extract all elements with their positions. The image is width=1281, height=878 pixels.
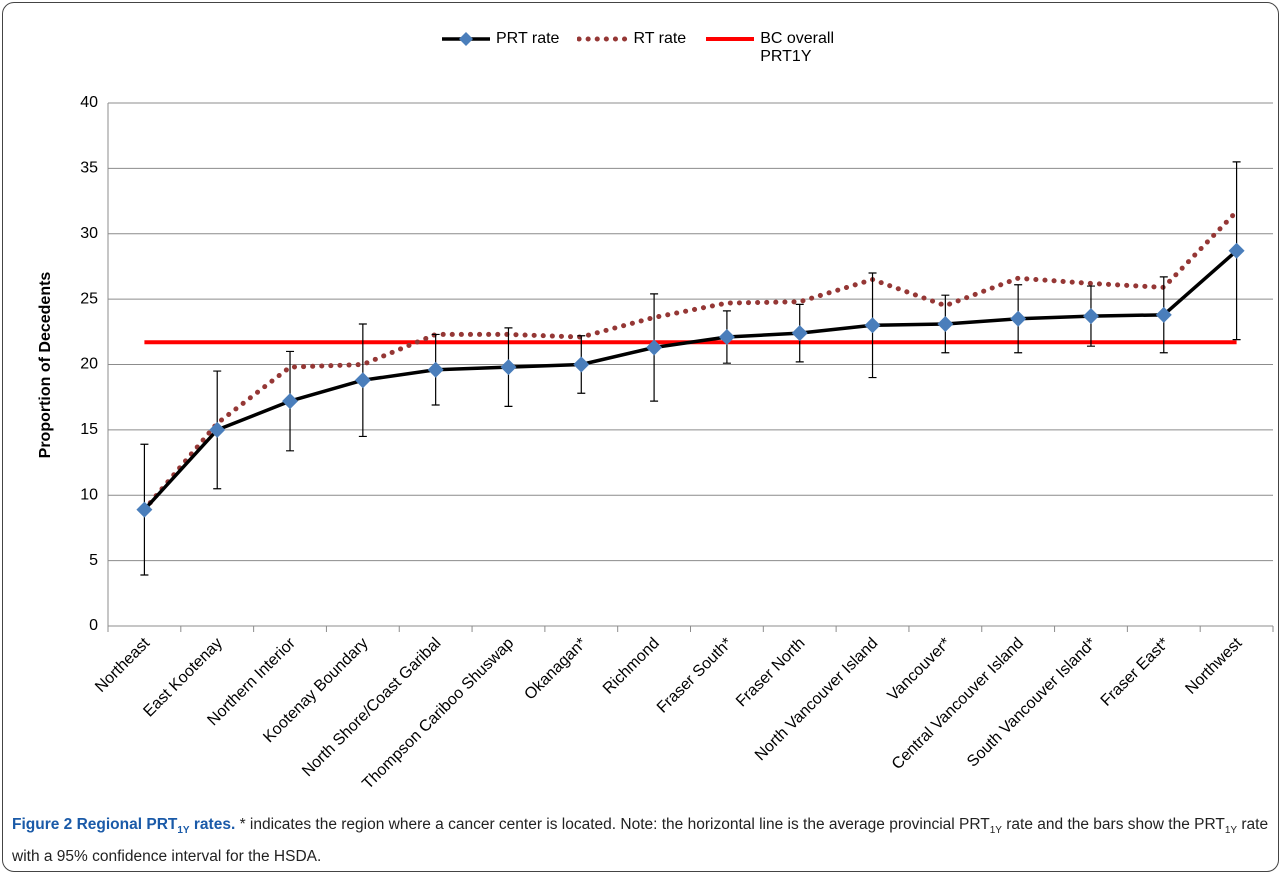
x-tick-label: Richmond	[600, 635, 663, 698]
legend-swatch	[577, 36, 630, 42]
y-tick-label: 40	[80, 94, 98, 111]
caption-text: * indicates the region where a cancer ce…	[235, 816, 990, 833]
marker	[354, 372, 371, 389]
x-tick-label: Vancouver*	[885, 635, 955, 705]
legend-swatch	[706, 37, 755, 41]
marker	[427, 361, 444, 378]
legend-item: BC overall PRT1Y	[704, 30, 850, 66]
marker	[282, 393, 299, 410]
marker	[646, 339, 663, 356]
caption-title: Figure 2 Regional PRT	[12, 816, 178, 833]
marker	[1010, 310, 1027, 327]
series-line	[141, 209, 1240, 513]
legend-swatch	[442, 32, 490, 46]
chart: Proportion of Decedents 0 5 10 15 20 25 30 35 40…	[37, 94, 1274, 793]
marker	[937, 315, 954, 332]
y-tick-label: 20	[80, 356, 98, 373]
legend-label: RT rate	[633, 30, 687, 47]
legend-label: BC overall PRT1Y	[760, 30, 835, 65]
x-tick-label: Northwest	[1182, 634, 1245, 697]
x-tick-label: Central Vancouver Island	[889, 635, 1027, 773]
caption-text: rate and the bars show the PRT	[1001, 816, 1225, 833]
y-axis-label: Proportion of Decedents	[37, 272, 54, 459]
y-tick-label: 10	[80, 486, 98, 503]
marker	[1082, 308, 1099, 325]
caption-text: rate with a 95% confidence interval for …	[12, 816, 1269, 866]
x-tick-label: Fraser East*	[1098, 635, 1173, 710]
marker	[718, 329, 735, 346]
legend-item: PRT rate	[440, 30, 559, 48]
marker	[573, 356, 590, 373]
y-tick-label: 0	[89, 617, 98, 634]
y-tick-label: 15	[80, 421, 98, 438]
legend: PRT rate RT rate BC overall PRT1Y	[440, 30, 850, 66]
y-tick-label: 35	[80, 160, 98, 177]
x-tick-label: Fraser South*	[654, 635, 736, 717]
x-tick-label: North Shore/Coast Garibal	[299, 635, 444, 780]
marker	[136, 501, 153, 518]
caption-sub: 1Y	[1224, 825, 1238, 837]
legend-item: RT rate	[577, 30, 686, 48]
x-tick-label: South Vancouver Island*	[964, 635, 1100, 771]
marker	[1155, 306, 1172, 323]
marker	[791, 325, 808, 342]
x-tick-label: Okanagan*	[521, 635, 590, 704]
series-line	[143, 249, 1238, 511]
legend-label: PRT rate	[496, 30, 560, 47]
x-tick-label: North Vancouver Island	[752, 635, 881, 764]
marker	[209, 421, 226, 438]
y-tick-label: 30	[80, 225, 98, 242]
y-tick-label: 25	[80, 290, 98, 307]
marker	[1228, 242, 1245, 259]
marker	[500, 359, 517, 376]
x-tick-label: Thompson Cariboo Shuswap	[359, 635, 517, 793]
y-tick-label: 5	[89, 552, 98, 569]
caption-sub: 1Y	[177, 825, 190, 837]
x-tick-label: Fraser North	[733, 635, 809, 711]
caption-title: rates.	[189, 816, 236, 833]
legend-marker	[459, 32, 473, 46]
caption: Figure 2 Regional PRT1Y rates. * indicat…	[12, 812, 1274, 870]
x-tick-label: Northeast	[92, 634, 153, 695]
marker	[864, 317, 881, 334]
caption-sub: 1Y	[989, 825, 1002, 837]
